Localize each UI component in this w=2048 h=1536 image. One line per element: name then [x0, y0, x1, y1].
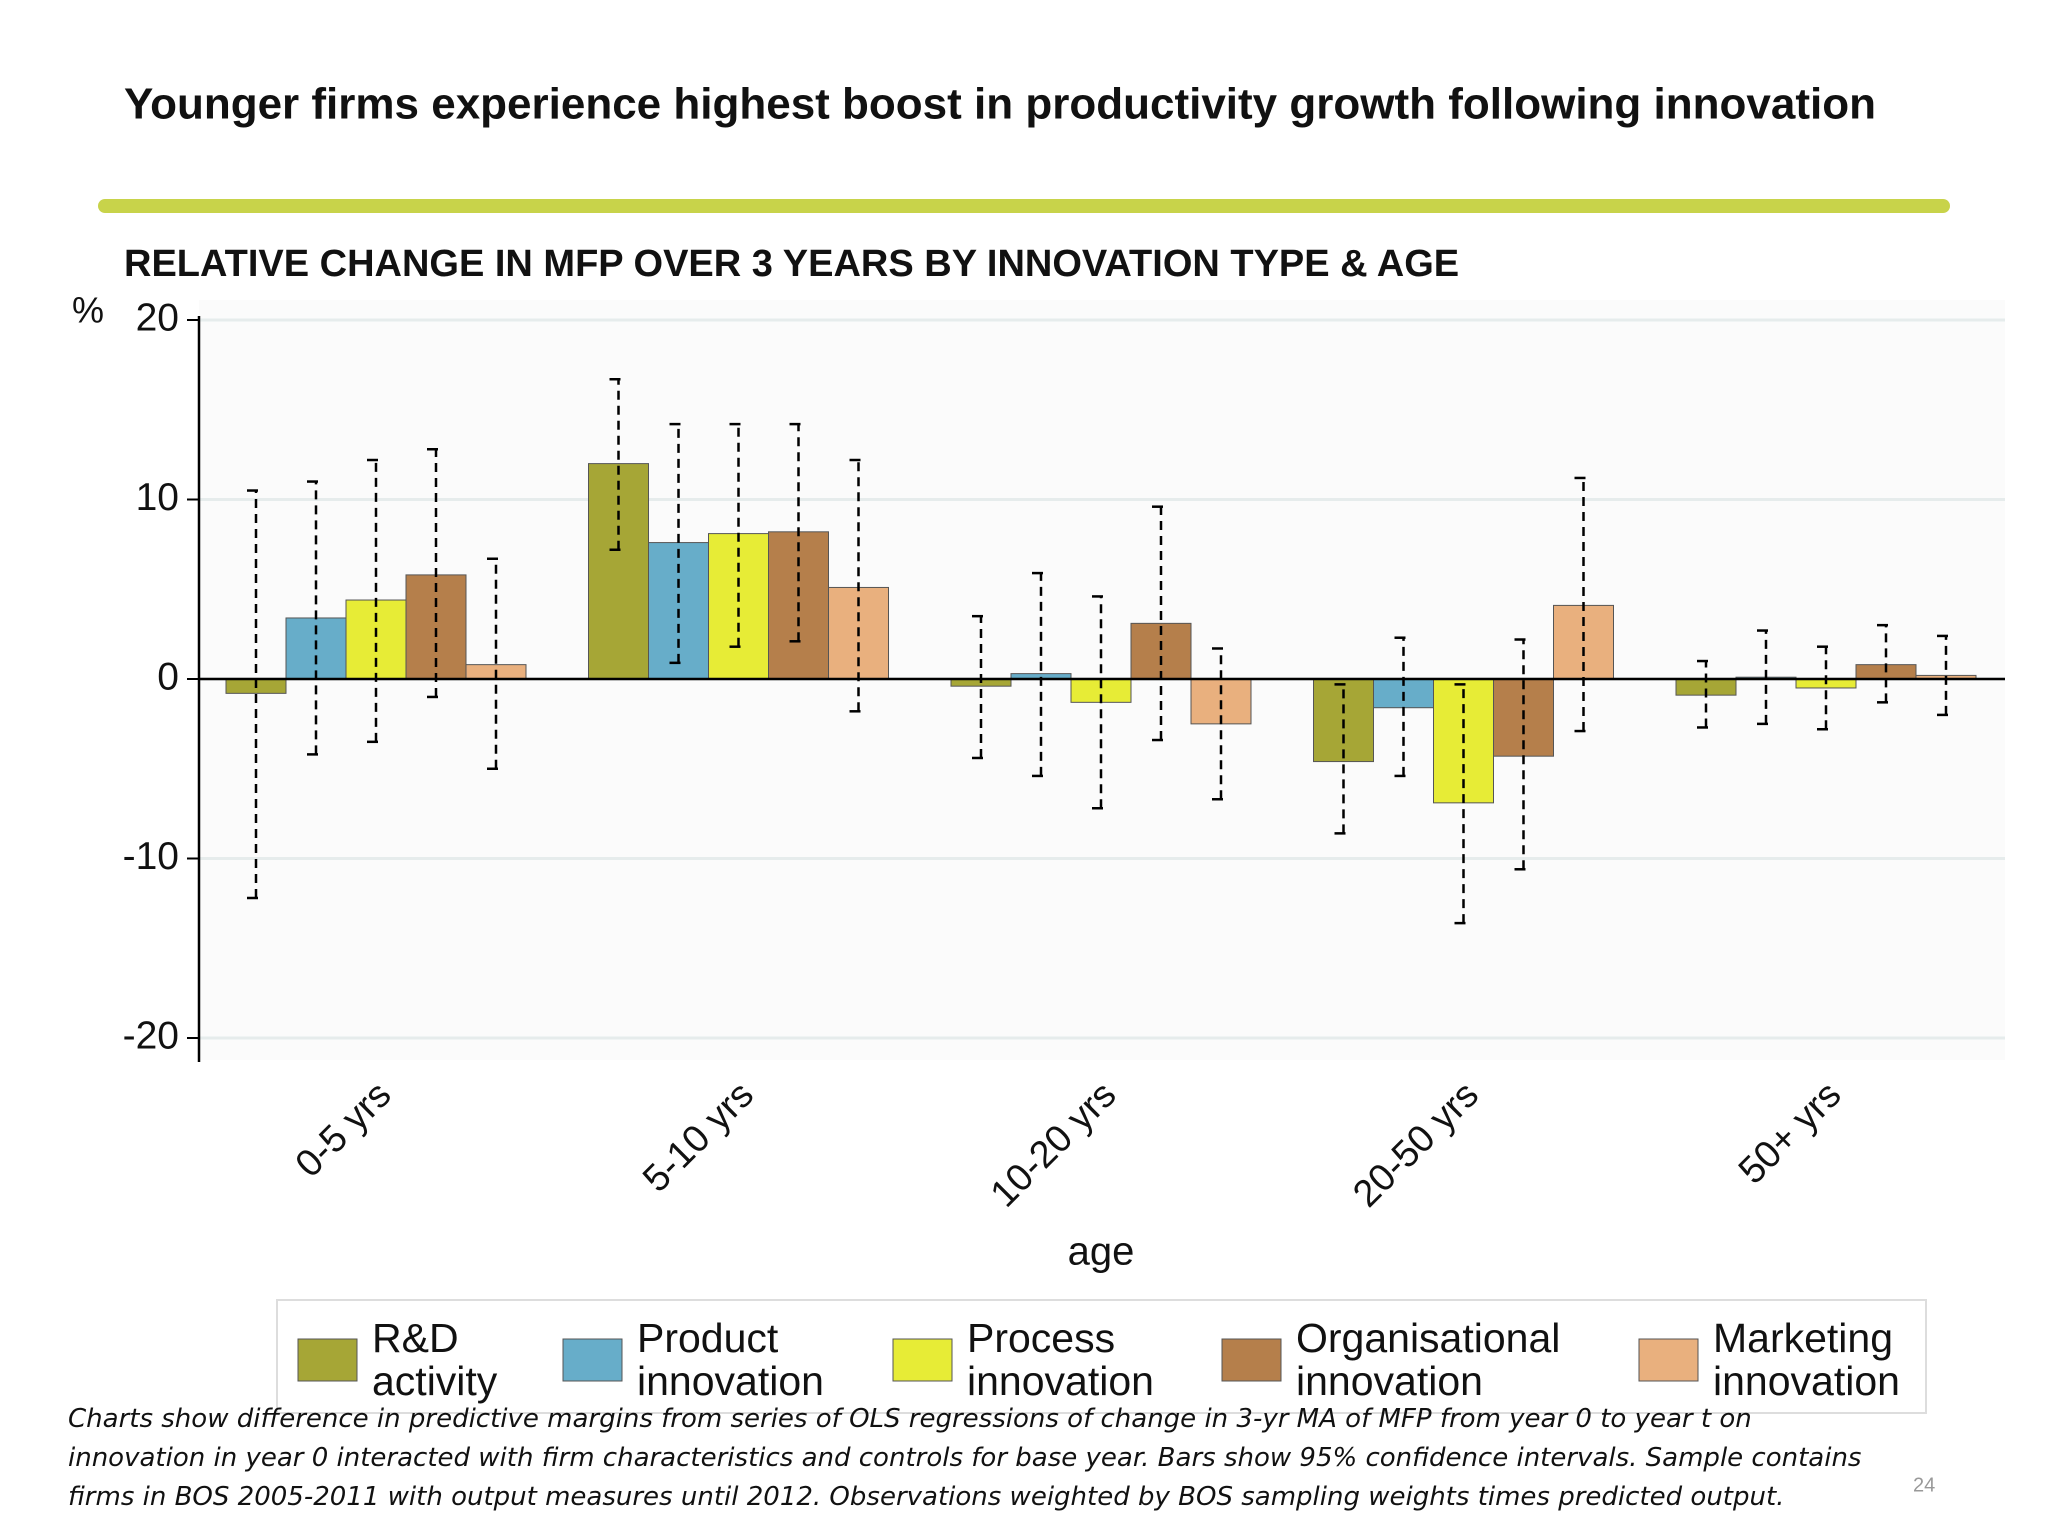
error-bar [1212, 647, 1223, 801]
legend-swatch [297, 1338, 358, 1382]
error-bar [1817, 645, 1828, 731]
error-bar [972, 614, 983, 760]
error-bar [427, 447, 438, 699]
legend-label: Organisational innovation [1296, 1315, 1561, 1404]
x-tick-label: 20-50 yrs [1345, 1074, 1487, 1216]
error-bar [1937, 634, 1948, 717]
error-bar [1092, 595, 1103, 810]
error-bar [487, 557, 498, 770]
footnote-line: innovation in year 0 interacted with fir… [68, 1443, 1862, 1473]
error-bar [247, 489, 258, 900]
y-unit: % [72, 290, 104, 331]
error-bar [1697, 659, 1708, 729]
error-bar [1757, 629, 1768, 726]
legend-swatch [562, 1338, 623, 1382]
error-bar [1877, 623, 1888, 704]
y-tick-label: 20 [136, 296, 179, 339]
error-bar [1032, 571, 1043, 778]
footnote-line: Charts show difference in predictive mar… [68, 1404, 1752, 1434]
error-bar [1334, 683, 1346, 835]
error-bar [1152, 505, 1163, 742]
error-bar [1514, 638, 1526, 871]
legend-label: Process innovation [967, 1315, 1154, 1404]
x-tick-label: 50+ yrs [1731, 1074, 1850, 1193]
error-bar [1394, 636, 1406, 778]
y-tick-label: 10 [136, 476, 179, 519]
y-tick-label: -10 [123, 835, 179, 878]
error-bar [729, 422, 741, 648]
legend-swatch [1638, 1338, 1699, 1382]
chart-title: RELATIVE CHANGE IN MFP OVER 3 YEARS BY I… [124, 243, 1459, 285]
error-bar [849, 458, 861, 713]
x-tick-label: 10-20 yrs [983, 1074, 1125, 1216]
bar [345, 599, 407, 680]
error-bar [367, 458, 378, 744]
y-tick-label: 0 [157, 655, 179, 698]
page-title: Younger firms experience highest boost i… [124, 80, 1876, 129]
x-tick-label: 5-10 yrs [635, 1074, 762, 1201]
legend-label: Product innovation [637, 1315, 824, 1404]
error-bar [1574, 476, 1586, 733]
error-bar [609, 377, 621, 552]
legend-swatch [1221, 1338, 1282, 1382]
error-bar [1454, 683, 1466, 925]
y-tick-label: -20 [123, 1014, 179, 1057]
footnote-line: firms in BOS 2005-2011 with output measu… [68, 1482, 1785, 1512]
x-axis-label: age [1068, 1230, 1135, 1274]
legend-label: R&D activity [372, 1315, 498, 1404]
error-bar [669, 422, 681, 665]
page-number: 24 [1913, 1474, 1935, 1496]
error-bar [789, 422, 801, 643]
legend-label: Marketing innovation [1713, 1315, 1900, 1404]
legend-swatch [892, 1338, 953, 1382]
x-tick-label: 0-5 yrs [288, 1074, 400, 1186]
error-bar [307, 480, 318, 756]
